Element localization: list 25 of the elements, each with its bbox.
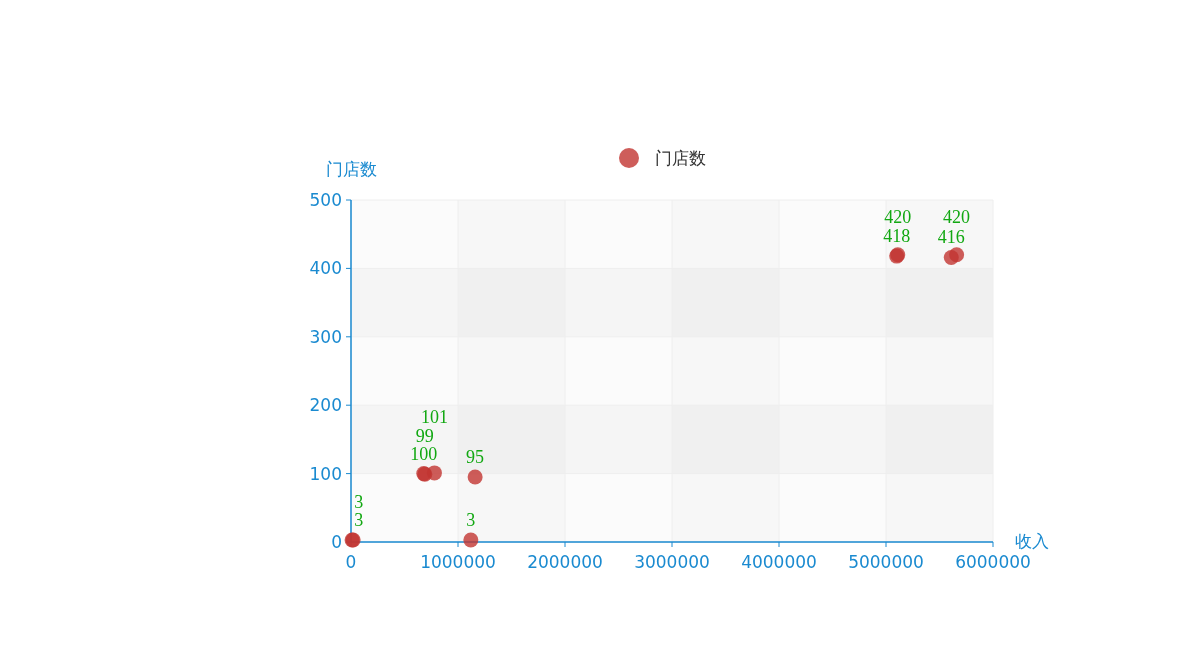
y-tick-label: 500: [309, 190, 342, 210]
x-tick-label: 3000000: [634, 552, 710, 572]
y-tick-label: 200: [309, 395, 342, 416]
data-label: 420: [943, 206, 971, 227]
data-label: 95: [466, 447, 485, 468]
x-tick-label: 6000000: [955, 552, 1031, 572]
x-tick-label: 2000000: [527, 552, 603, 572]
data-label: 3: [466, 509, 476, 530]
y-tick-label: 100: [309, 463, 342, 484]
data-label: 101: [420, 406, 448, 427]
x-tick-label: 1000000: [420, 552, 496, 572]
y-tick-label: 0: [331, 532, 342, 552]
x-tick-label: 0: [345, 552, 357, 572]
y-tick-label: 400: [309, 258, 342, 279]
data-label: 418: [883, 226, 911, 247]
data-label: 3: [354, 509, 364, 530]
data-label: 3: [354, 491, 364, 512]
x-tick-label: 4000000: [741, 552, 817, 572]
x-tick-label: 5000000: [848, 552, 924, 572]
y-tick-label: 300: [309, 326, 342, 347]
x-axis-title: 收入: [1015, 531, 1049, 551]
data-label: 416: [937, 227, 965, 248]
legend-label: 门店数: [655, 148, 706, 168]
y-axis-title: 门店数: [325, 159, 377, 179]
data-label: 420: [884, 206, 912, 227]
